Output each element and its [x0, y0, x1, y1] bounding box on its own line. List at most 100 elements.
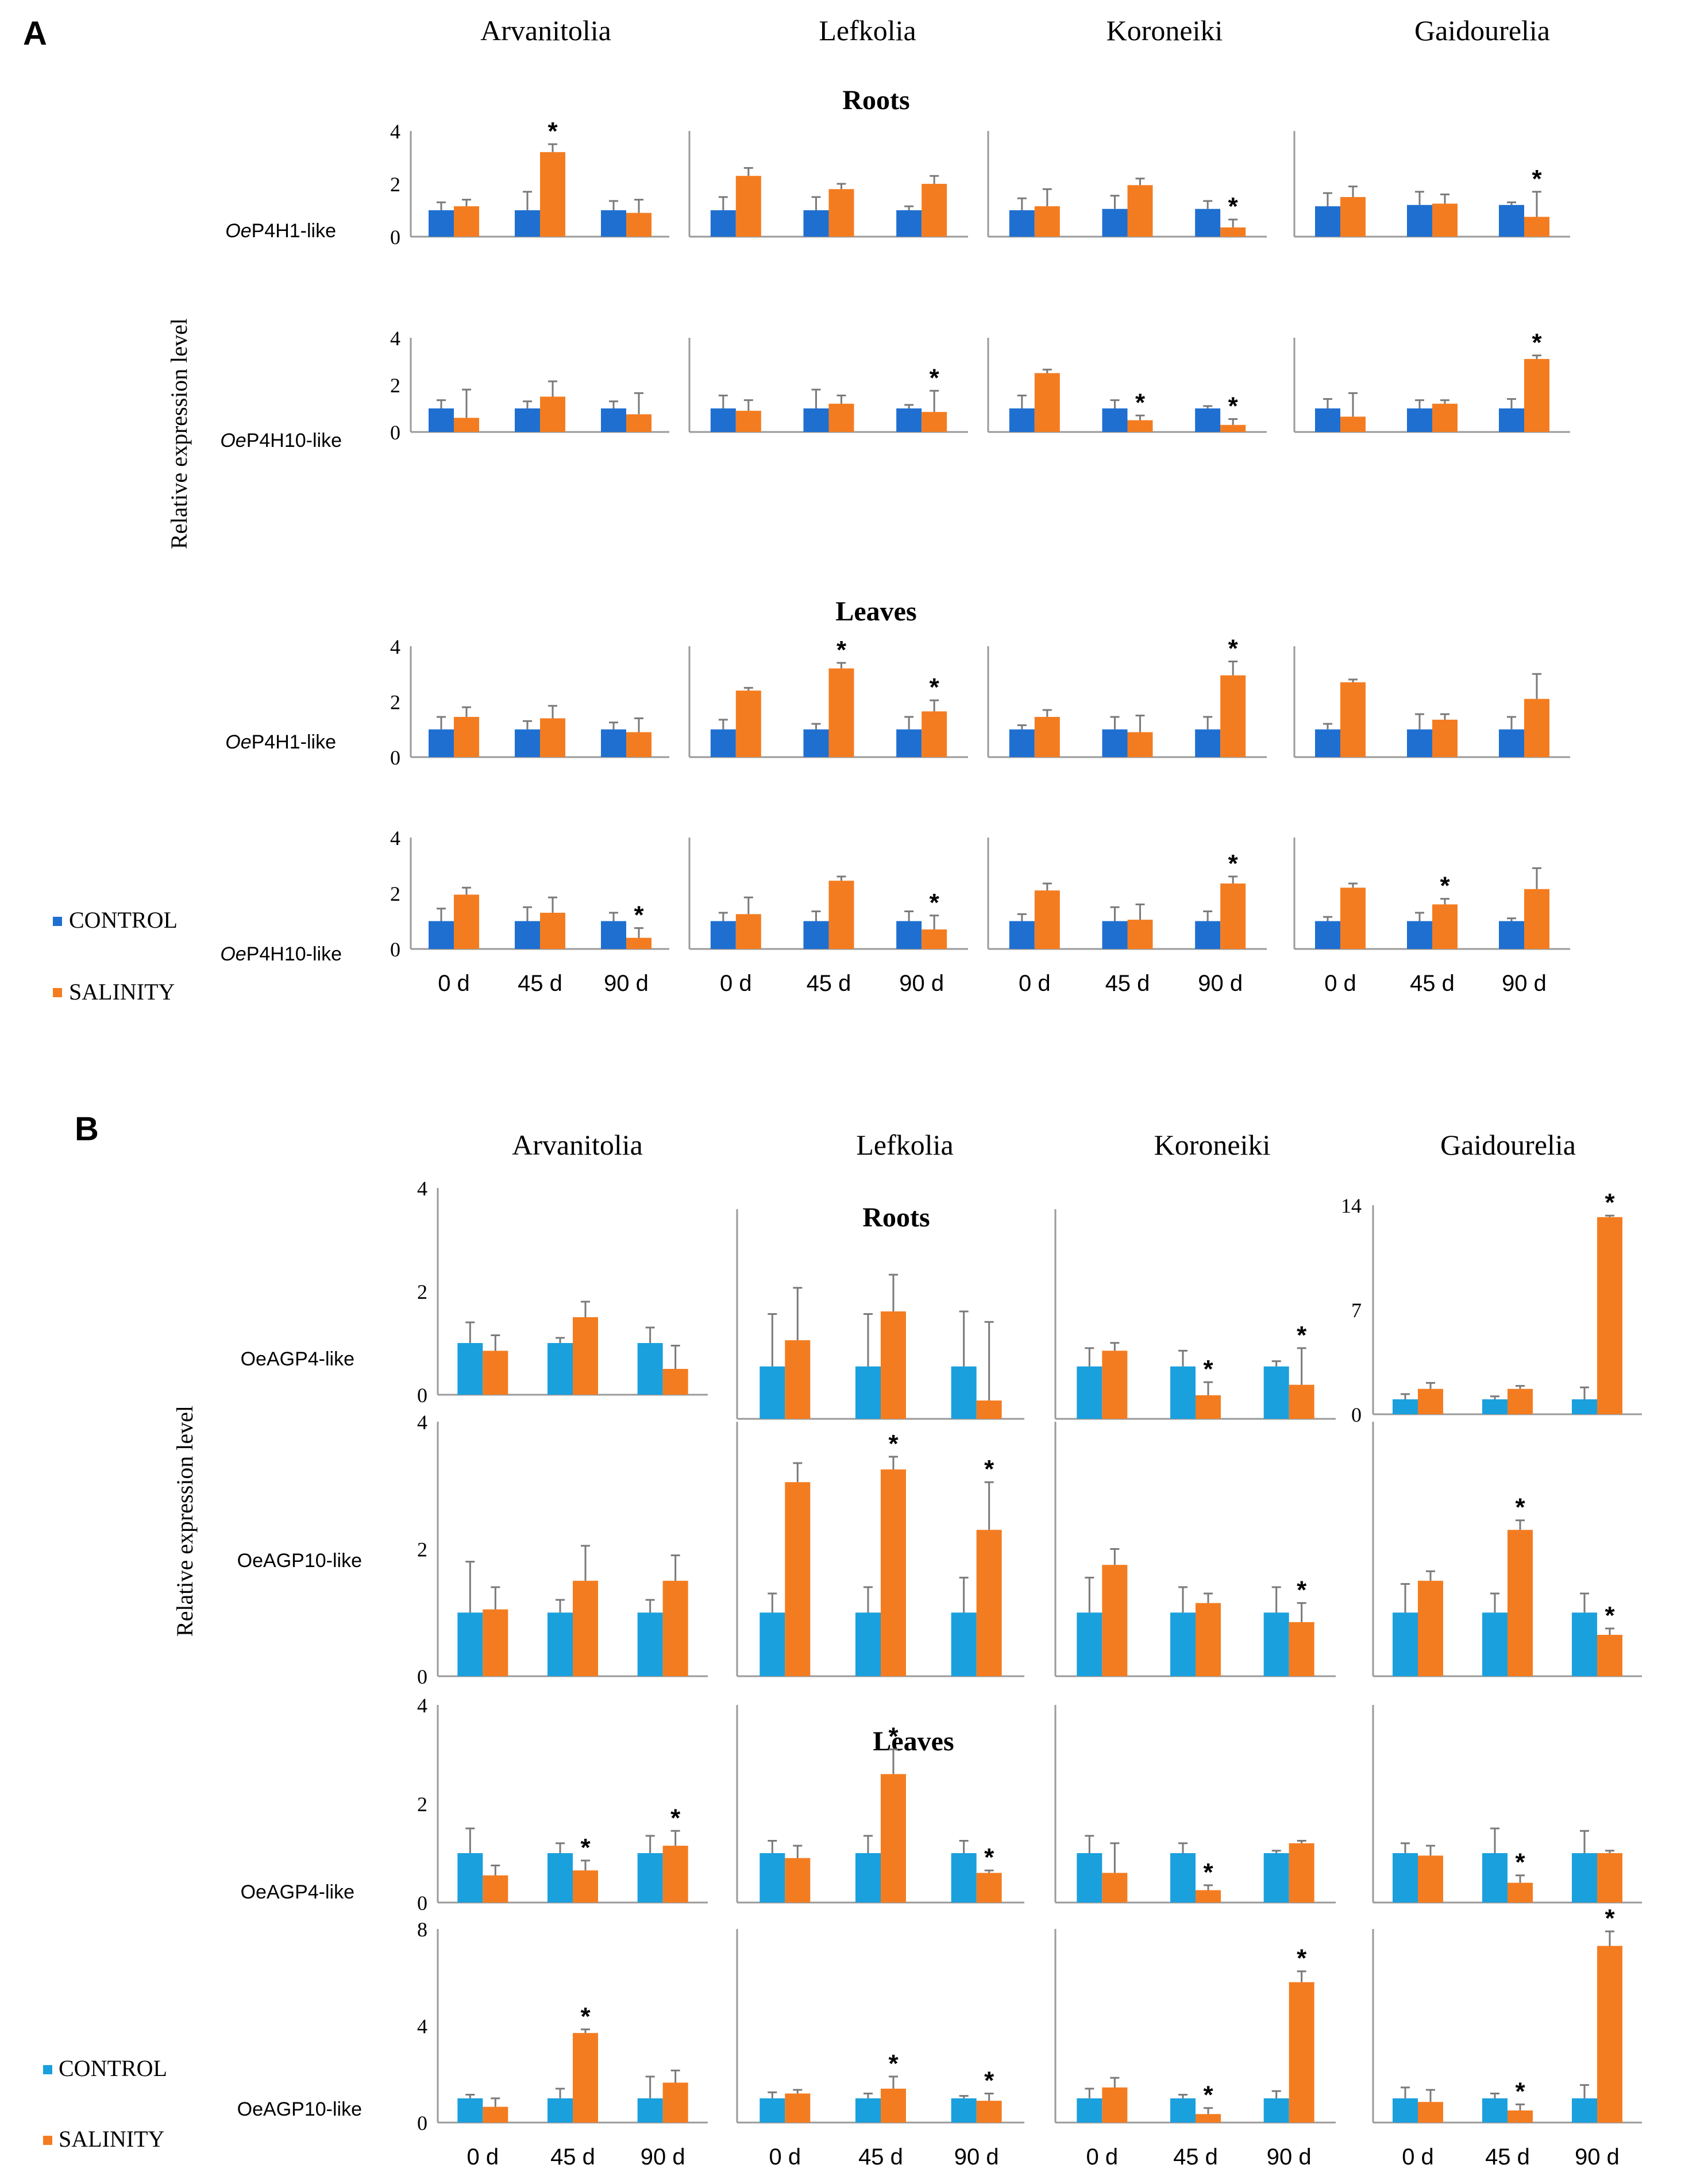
chart-b-leaves-oeagp4-like: 024***** *	[417, 1694, 1642, 1915]
bar-control-0-d	[1009, 921, 1035, 949]
y-tick-label: 2	[417, 1793, 427, 1816]
bar-salinity-90-d	[976, 1873, 1002, 1903]
bar-control-45-d	[548, 1853, 573, 1903]
a-row-label-roots-p4h10: OeP4H10-like	[220, 430, 342, 452]
significance-star: *	[1228, 392, 1239, 420]
bar-control-45-d	[855, 1612, 881, 1676]
a-legend-control-swatch	[53, 917, 62, 926]
subplot-a-3-koroneiki: * 0 d 45 d 90 d	[987, 838, 1267, 996]
subplot-a-0-lefkolia	[688, 131, 968, 238]
a-legend-salinity-label: SALINITY	[69, 979, 175, 1005]
bar-control-0-d	[1393, 1399, 1418, 1414]
x-tick-label: 90 d	[1502, 971, 1547, 996]
bar-salinity-90-d	[626, 937, 651, 949]
bar-salinity-90-d	[1289, 1982, 1314, 2123]
bar-control-0-d	[1077, 1853, 1102, 1903]
bar-control-90-d	[637, 1343, 663, 1395]
bar-control-0-d	[1315, 729, 1340, 757]
bar-control-0-d	[1077, 1612, 1102, 1676]
bar-control-45-d	[548, 1343, 573, 1395]
panel-label-b: B	[75, 1110, 99, 1148]
b-cultivar-header-arvanitolia: Arvanitolia	[512, 1129, 643, 1161]
bar-salinity-45-d	[1127, 732, 1153, 757]
bar-control-45-d	[803, 210, 829, 237]
bar-control-45-d	[855, 1366, 881, 1419]
bar-control-0-d	[710, 210, 736, 237]
b-row-label-leaves-agp4: OeAGP4-like	[241, 1881, 354, 1903]
significance-star: *	[1605, 1904, 1615, 1932]
significance-star: *	[836, 636, 847, 664]
b-legend-salinity-swatch	[43, 2136, 52, 2145]
bar-salinity-45-d	[540, 152, 565, 237]
subplot-b-1-koroneiki: *	[1054, 1422, 1336, 1677]
a-row-label-leaves-p4h1: OeP4H1-like	[225, 731, 336, 753]
subplot-a-1-arvanitolia: 0 2 4	[390, 327, 669, 444]
bar-salinity-45-d	[1507, 2110, 1533, 2123]
bar-control-0-d	[457, 2098, 483, 2123]
bar-control-45-d	[1482, 1612, 1507, 1676]
x-tick-label: 45 d	[807, 971, 851, 996]
significance-star: *	[984, 1455, 994, 1483]
y-tick-label: 2	[390, 374, 400, 397]
b-legend-control-swatch	[43, 2065, 52, 2074]
significance-star: *	[1228, 635, 1239, 663]
bar-control-0-d	[759, 1366, 785, 1419]
x-tick-label: 90 d	[641, 2144, 685, 2170]
bar-control-45-d	[1482, 1399, 1507, 1414]
y-tick-label: 0	[417, 1665, 427, 1688]
y-tick-label: 2	[390, 173, 400, 196]
y-tick-label: 4	[417, 1694, 427, 1717]
significance-star: *	[1297, 1321, 1307, 1349]
bar-salinity-90-d	[922, 711, 947, 757]
subplot-a-2-arvanitolia: 0 2 4	[390, 635, 669, 769]
bar-salinity-90-d	[1597, 1853, 1622, 1903]
bar-salinity-0-d	[785, 1858, 811, 1903]
bar-salinity-45-d	[1196, 1890, 1221, 1903]
significance-star: *	[930, 673, 940, 701]
y-tick-label: 0	[390, 421, 400, 444]
y-tick-label: 0	[417, 1384, 427, 1407]
y-tick-label: 8	[417, 1918, 427, 1941]
bar-salinity-45-d	[573, 1870, 598, 1903]
x-tick-label: 0 d	[769, 2144, 801, 2170]
bar-salinity-0-d	[1034, 206, 1060, 237]
bar-salinity-45-d	[1507, 1388, 1533, 1414]
bar-control-0-d	[1393, 1612, 1418, 1676]
a-legend-salinity-swatch	[53, 988, 62, 997]
x-tick-label: 90 d	[604, 971, 649, 996]
bar-salinity-45-d	[828, 881, 854, 949]
significance-star: *	[1532, 329, 1542, 357]
subplot-a-1-lefkolia: *	[688, 338, 968, 433]
significance-star: *	[670, 1804, 681, 1832]
x-tick-label: 45 d	[1410, 971, 1455, 996]
y-tick-label: 4	[390, 635, 400, 658]
subplot-a-2-lefkolia: **	[688, 636, 968, 758]
bar-salinity-90-d	[922, 184, 947, 237]
bar-control-45-d	[515, 408, 540, 432]
bar-salinity-45-d	[540, 718, 565, 757]
chart-b-roots-oeagp10-like: 024*****	[417, 1411, 1642, 1688]
subplot-b-1-gaidourelia: **	[1372, 1422, 1642, 1677]
bar-control-0-d	[759, 1612, 785, 1676]
significance-star: *	[580, 1834, 591, 1862]
y-tick-label: 2	[390, 691, 400, 714]
subplot-b-0-koroneiki: **	[1054, 1209, 1336, 1420]
subplot-a-1-gaidourelia: *	[1293, 329, 1570, 433]
bar-salinity-0-d	[785, 1482, 811, 1676]
significance-star: *	[984, 1843, 994, 1872]
x-tick-label: 0 d	[438, 971, 470, 996]
bar-control-45-d	[1482, 1853, 1507, 1903]
subplot-a-2-koroneiki: *	[987, 635, 1267, 758]
bar-salinity-45-d	[540, 396, 565, 432]
bar-control-90-d	[951, 2098, 977, 2123]
bar-salinity-45-d	[828, 668, 854, 757]
bar-control-0-d	[457, 1343, 483, 1395]
bar-control-90-d	[1572, 1399, 1597, 1414]
bar-salinity-45-d	[828, 403, 854, 432]
bar-salinity-90-d	[1220, 883, 1246, 949]
bar-salinity-90-d	[976, 1530, 1002, 1676]
bar-salinity-0-d	[1340, 197, 1366, 237]
b-section-label-roots: Roots	[862, 1202, 930, 1233]
bar-control-90-d	[1195, 921, 1221, 949]
x-tick-label: 45 d	[1173, 2144, 1218, 2170]
